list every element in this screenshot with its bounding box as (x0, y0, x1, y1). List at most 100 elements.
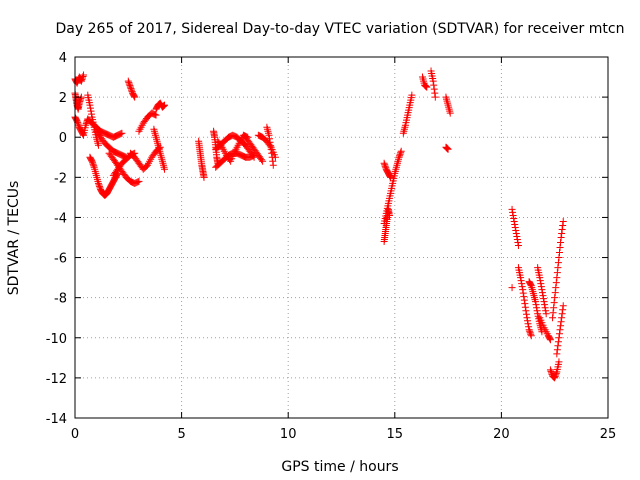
data-point (558, 229, 566, 237)
data-point (558, 314, 566, 322)
data-point (541, 301, 549, 309)
data-point (536, 277, 544, 285)
data-point (520, 296, 528, 304)
data-point (527, 332, 535, 340)
data-point (558, 225, 566, 233)
data-point (95, 181, 103, 189)
y-tick-label: -14 (46, 412, 67, 427)
data-point (546, 336, 554, 344)
data-point (527, 330, 535, 338)
data-point (266, 138, 274, 146)
data-point (509, 208, 517, 216)
data-point (431, 89, 439, 97)
data-point (524, 320, 532, 328)
data-point (526, 327, 534, 335)
data-point (395, 153, 403, 161)
data-point (200, 173, 208, 181)
y-tick-label: 0 (59, 131, 67, 146)
data-point (421, 82, 429, 90)
data-point (90, 162, 98, 170)
data-point (161, 101, 169, 109)
data-point (268, 153, 276, 161)
y-axis-label: SDTVAR / TECUs (6, 181, 22, 296)
data-point (267, 142, 275, 150)
x-axis-label: GPS time / hours (281, 459, 398, 475)
data-point (126, 83, 134, 91)
data-point (269, 157, 277, 165)
data-point (79, 73, 87, 81)
data-point (269, 161, 277, 169)
data-point (524, 317, 532, 325)
data-point (249, 152, 257, 160)
data-point (76, 98, 84, 106)
data-point (131, 93, 139, 101)
data-point (540, 295, 548, 303)
data-point (444, 145, 452, 153)
data-point (542, 310, 550, 318)
data-point (151, 111, 159, 119)
data-point (555, 330, 563, 338)
data-point (78, 74, 86, 82)
data-point (74, 120, 82, 128)
data-point (125, 79, 133, 87)
data-point (76, 96, 84, 104)
data-point (127, 86, 135, 94)
data-point (512, 226, 520, 234)
data-point (550, 299, 558, 307)
data-points (71, 67, 567, 382)
data-point (265, 131, 273, 139)
data-point (422, 82, 430, 90)
data-point (553, 346, 561, 354)
grid (75, 57, 608, 418)
data-point (555, 358, 563, 366)
data-point (554, 338, 562, 346)
data-point (542, 307, 550, 315)
data-point (259, 157, 267, 165)
data-point (557, 234, 565, 241)
data-point (266, 135, 274, 143)
data-point (397, 149, 405, 157)
data-point (88, 110, 96, 118)
data-point (521, 303, 529, 311)
data-point (557, 239, 565, 247)
data-point (118, 129, 126, 137)
data-point (559, 217, 567, 225)
data-point (217, 142, 225, 150)
data-point (89, 159, 97, 167)
data-point (514, 239, 522, 247)
data-point (381, 161, 389, 169)
data-point (555, 254, 563, 262)
data-point (386, 172, 394, 180)
data-point (267, 145, 275, 153)
data-point (533, 304, 541, 312)
data-point (553, 274, 561, 282)
data-point (536, 274, 544, 282)
data-point (125, 80, 133, 88)
data-point (552, 279, 560, 287)
data-point (555, 249, 563, 257)
data-point (408, 91, 416, 99)
x-tick-label: 20 (493, 427, 510, 442)
y-tick-label: -4 (54, 211, 67, 226)
data-point (161, 165, 169, 173)
y-tick-label: 4 (59, 51, 67, 66)
x-tick-label: 0 (71, 427, 79, 442)
data-point (126, 82, 134, 90)
data-point (537, 280, 545, 288)
data-point (381, 162, 389, 170)
data-point (510, 214, 518, 222)
y-tick-label: -10 (46, 332, 67, 347)
x-tick-label: 10 (280, 427, 297, 442)
data-point (512, 229, 520, 237)
data-point (559, 302, 567, 310)
y-tick-label: -12 (46, 372, 67, 387)
data-point (549, 314, 557, 322)
y-tick-label: 2 (59, 91, 67, 106)
data-point (522, 310, 530, 318)
data-point (554, 264, 562, 272)
data-point (152, 111, 160, 119)
data-point (430, 85, 438, 93)
